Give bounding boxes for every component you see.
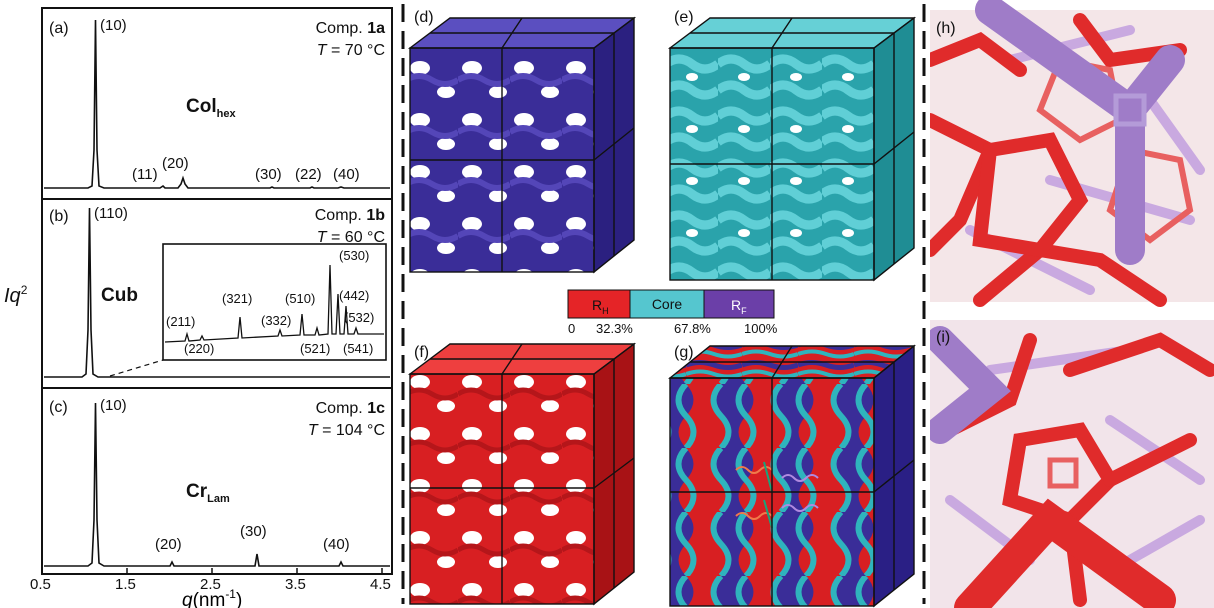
molecule-icon bbox=[735, 461, 819, 529]
temperature-label: T = 70 °C bbox=[317, 42, 385, 59]
saxs-figure: Iq2 (a) (10) (11) (20) (30) (22) (40) Co… bbox=[4, 7, 393, 608]
cube-f: (f) bbox=[407, 342, 637, 606]
panel-label: (i) bbox=[936, 329, 950, 346]
compound-label: Comp. 1a bbox=[316, 20, 385, 37]
panel-label: (c) bbox=[49, 399, 68, 416]
y-axis-label: Iq2 bbox=[4, 283, 28, 307]
inset-peak-label: (442) bbox=[339, 288, 369, 303]
panel-label: (h) bbox=[936, 20, 956, 37]
inset-peak-label: (321) bbox=[222, 291, 252, 306]
inset-frame bbox=[162, 243, 387, 361]
temperature-label: T = 60 °C bbox=[317, 229, 385, 246]
saxs-curve-a bbox=[44, 19, 390, 189]
x-axis-label: q(nm-1) bbox=[182, 587, 242, 608]
peak-label: (11) bbox=[132, 166, 158, 183]
panel-label: (a) bbox=[49, 20, 69, 37]
inset-peak-label: (332) bbox=[261, 313, 291, 328]
inset-peak-label: (521) bbox=[300, 341, 330, 356]
panel-label: (f) bbox=[414, 344, 429, 361]
legend-label: Core bbox=[652, 296, 683, 312]
temperature-label: T = 104 °C bbox=[308, 422, 385, 439]
network-render-i: (i) bbox=[930, 320, 1214, 608]
legend-tick: 67.8% bbox=[674, 321, 711, 336]
panel-label: (b) bbox=[49, 208, 69, 225]
x-tick-label: 0.5 bbox=[30, 576, 51, 593]
peak-label: (10) bbox=[100, 17, 127, 34]
inset-peak-label: (530) bbox=[339, 248, 369, 263]
panel-label: (g) bbox=[674, 344, 694, 361]
network-renders: (h) (i) bbox=[930, 0, 1214, 608]
panel-b: (b) (110) Comp. 1b T = 60 °C Cub (211) (… bbox=[44, 205, 390, 378]
phase-label: Cub bbox=[101, 285, 138, 306]
phase-label: Colhex bbox=[186, 96, 236, 120]
cube-d: (d) bbox=[407, 9, 637, 274]
inset-peak-label: (541) bbox=[343, 341, 373, 356]
panel-c: (c) (10) (20) (30) (40) Comp. 1c T = 104… bbox=[44, 397, 390, 567]
peak-label: (30) bbox=[255, 166, 282, 183]
inset-peak-label: (211) bbox=[166, 314, 195, 329]
legend-label: RF bbox=[731, 297, 747, 316]
compound-label: Comp. 1b bbox=[315, 207, 385, 224]
saxs-curve-c bbox=[44, 402, 390, 567]
panel-label: (e) bbox=[674, 9, 694, 26]
network-render-h: (h) bbox=[930, 0, 1214, 307]
peak-label: (20) bbox=[155, 536, 182, 553]
x-tick-label: 4.5 bbox=[370, 576, 391, 593]
inset-curve bbox=[164, 264, 384, 343]
peak-label: (10) bbox=[100, 397, 127, 414]
compound-label: Comp. 1c bbox=[316, 400, 385, 417]
inset-peak-label: (510) bbox=[285, 291, 315, 306]
cube-e: (e) bbox=[667, 9, 917, 282]
peak-label: (30) bbox=[240, 523, 267, 540]
phase-label: CrLam bbox=[186, 481, 230, 505]
peak-label: (110) bbox=[94, 205, 128, 222]
inset-peak-label: (220) bbox=[184, 341, 214, 356]
x-tick-label: 3.5 bbox=[285, 576, 306, 593]
legend-tick: 100% bbox=[744, 321, 778, 336]
panel-a: (a) (10) (11) (20) (30) (22) (40) Comp. … bbox=[44, 17, 390, 189]
legend-segment-rh bbox=[567, 289, 631, 319]
panel-label: (d) bbox=[414, 9, 434, 26]
color-legend: RH Core RF 0 32.3% 67.8% 100% bbox=[567, 289, 778, 336]
peak-label: (40) bbox=[333, 166, 360, 183]
legend-tick: 32.3% bbox=[596, 321, 633, 336]
separator-right bbox=[922, 4, 926, 604]
legend-tick: 0 bbox=[568, 321, 575, 336]
peak-label: (20) bbox=[162, 155, 189, 172]
peak-label: (22) bbox=[295, 166, 322, 183]
plot-frame bbox=[41, 7, 393, 575]
x-axis: 0.5 1.5 2.5 3.5 4.5 q(nm-1) bbox=[30, 568, 391, 608]
x-tick-label: 1.5 bbox=[115, 576, 136, 593]
peak-label: (40) bbox=[323, 536, 350, 553]
x-tick-label: 2.5 bbox=[200, 576, 221, 593]
cube-g: (g) bbox=[668, 344, 916, 608]
inset-peak-label: (532) bbox=[344, 310, 374, 325]
saxs-curve-b bbox=[44, 207, 390, 378]
cubes-figure: (d) (e) RH Core RF 0 32.3% 67.8% 100% bbox=[407, 9, 917, 608]
legend-label: RH bbox=[592, 297, 609, 316]
inset-zoom-line bbox=[109, 359, 164, 377]
separator-left bbox=[401, 4, 405, 604]
legend-segment-rf bbox=[703, 289, 775, 319]
